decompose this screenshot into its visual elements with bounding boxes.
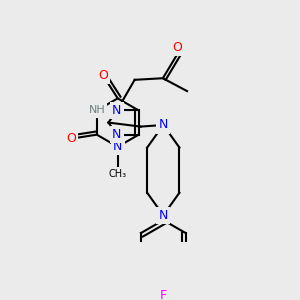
Text: N: N bbox=[112, 128, 122, 141]
Text: N: N bbox=[159, 118, 168, 131]
Text: CH₃: CH₃ bbox=[109, 169, 127, 179]
Text: N: N bbox=[159, 209, 168, 222]
Text: N: N bbox=[112, 104, 122, 117]
Text: NH: NH bbox=[88, 106, 105, 116]
Text: O: O bbox=[172, 41, 182, 54]
Text: F: F bbox=[160, 290, 167, 300]
Text: O: O bbox=[66, 132, 76, 145]
Text: O: O bbox=[98, 69, 108, 82]
Text: N: N bbox=[113, 140, 122, 153]
